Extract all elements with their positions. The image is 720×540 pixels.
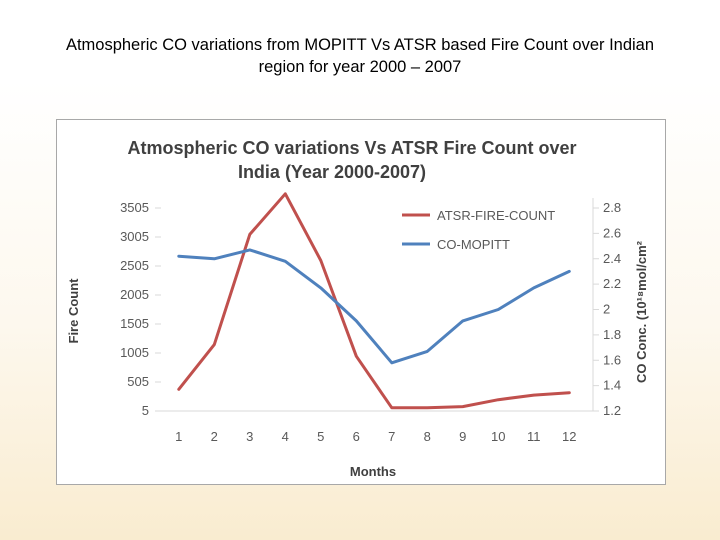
y-right-tick-label: 2.4 <box>603 251 621 266</box>
x-tick-label: 6 <box>353 429 360 444</box>
x-tick-label: 2 <box>211 429 218 444</box>
y-right-tick-label: 2.2 <box>603 276 621 291</box>
slide-title-line2: region for year 2000 – 2007 <box>20 56 700 78</box>
x-tick-label: 7 <box>388 429 395 444</box>
legend-label: ATSR-FIRE-COUNT <box>437 208 555 223</box>
y-left-tick-label: 505 <box>127 374 149 389</box>
series-line-co-mopitt <box>179 250 570 363</box>
chart-title-line1: Atmospheric CO variations Vs ATSR Fire C… <box>127 138 576 158</box>
y-right-tick-label: 2 <box>603 302 610 317</box>
y-left-tick-label: 3005 <box>120 229 149 244</box>
y-left-tick-label: 2005 <box>120 287 149 302</box>
y-right-tick-label: 2.8 <box>603 200 621 215</box>
x-axis-title: Months <box>350 464 396 479</box>
chart-frame: Atmospheric CO variations Vs ATSR Fire C… <box>56 119 666 485</box>
chart-title-line2: India (Year 2000-2007) <box>238 162 426 182</box>
y-right-tick-label: 1.4 <box>603 378 621 393</box>
x-tick-label: 11 <box>527 429 541 444</box>
slide-title: Atmospheric CO variations from MOPITT Vs… <box>20 34 700 78</box>
x-tick-label: 10 <box>491 429 505 444</box>
x-tick-label: 1 <box>175 429 182 444</box>
y-right-tick-label: 1.2 <box>603 403 621 418</box>
y-axis-left-title: Fire Count <box>66 278 81 344</box>
x-tick-label: 12 <box>562 429 576 444</box>
y-left-tick-label: 1505 <box>120 316 149 331</box>
y-left-tick-label: 3505 <box>120 200 149 215</box>
y-right-tick-label: 1.8 <box>603 327 621 342</box>
x-tick-label: 9 <box>459 429 466 444</box>
y-axis-right-title: CO Conc. (10¹⁸mol/cm² <box>634 240 649 383</box>
y-right-tick-label: 1.6 <box>603 352 621 367</box>
y-left-tick-label: 5 <box>142 403 149 418</box>
x-tick-label: 5 <box>317 429 324 444</box>
x-tick-label: 4 <box>282 429 289 444</box>
slide-title-line1: Atmospheric CO variations from MOPITT Vs… <box>20 34 700 56</box>
legend-label: CO-MOPITT <box>437 237 510 252</box>
chart-svg: Atmospheric CO variations Vs ATSR Fire C… <box>57 120 667 486</box>
x-tick-label: 3 <box>246 429 253 444</box>
y-left-tick-label: 2505 <box>120 258 149 273</box>
y-left-tick-label: 1005 <box>120 345 149 360</box>
y-right-tick-label: 2.6 <box>603 225 621 240</box>
x-tick-label: 8 <box>424 429 431 444</box>
